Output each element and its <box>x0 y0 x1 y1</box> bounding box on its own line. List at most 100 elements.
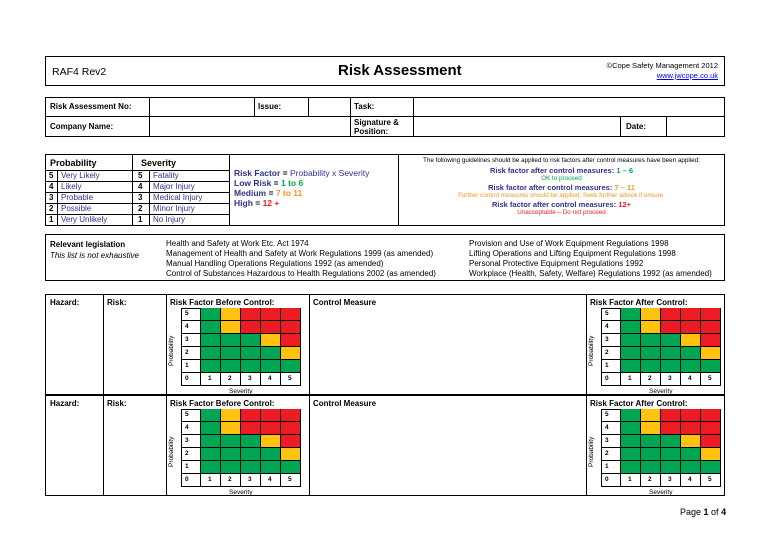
matrix-risk-cell <box>221 422 241 435</box>
matrix-column-number: 5 <box>288 476 292 483</box>
column-divider <box>309 396 310 495</box>
matrix-column-number: 3 <box>248 375 252 382</box>
matrix-risk-cell <box>281 334 301 347</box>
matrix-risk-cell <box>641 448 661 461</box>
matrix-column-label: 4 <box>261 474 281 487</box>
probability-axis-label: Probability <box>588 335 595 366</box>
column-divider <box>586 295 587 394</box>
matrix-row-number: 4 <box>605 424 609 431</box>
matrix-column-label: 4 <box>261 373 281 386</box>
matrix-risk-cell <box>261 435 281 448</box>
matrix-risk-cell <box>261 409 281 422</box>
matrix-risk-cell <box>221 347 241 360</box>
matrix-risk-cell <box>221 409 241 422</box>
matrix-column-number: 2 <box>648 375 652 382</box>
matrix-risk-cell <box>681 461 701 474</box>
guideline-medium-note: Further control measures should be appli… <box>458 192 665 199</box>
date-field[interactable] <box>667 117 724 136</box>
matrix-row-number: 4 <box>185 323 189 330</box>
matrix-risk-cell <box>701 321 721 334</box>
guidelines-intro: The following guidelines should be appli… <box>423 157 700 164</box>
task-field[interactable] <box>414 98 724 116</box>
severity-row-divider <box>133 203 229 204</box>
matrix-row-number: 2 <box>185 349 189 356</box>
severity-axis-label: Severity <box>229 489 253 496</box>
matrix-row-number: 5 <box>605 310 609 317</box>
guideline-low: Risk factor after control measures: 1 – … <box>490 166 633 175</box>
matrix-risk-cell <box>261 360 281 373</box>
matrix-row-number: 5 <box>605 411 609 418</box>
matrix-risk-cell <box>281 422 301 435</box>
control-measure-field[interactable] <box>310 409 586 495</box>
issue-label: Issue: <box>258 102 282 111</box>
matrix-column-label: 5 <box>281 474 301 487</box>
position-label: Position: <box>354 127 389 136</box>
legislation-item: Manual Handling Operations Regulations 1… <box>166 259 384 268</box>
matrix-risk-cell <box>641 435 661 448</box>
matrix-risk-cell <box>681 435 701 448</box>
control-measure-label: Control Measure <box>313 298 377 307</box>
risk-field[interactable] <box>104 409 166 495</box>
matrix-risk-cell <box>681 409 701 422</box>
severity-level-number: 1 <box>138 215 143 224</box>
matrix-column-number: 2 <box>648 476 652 483</box>
legislation-item: Workplace (Health, Safety, Welfare) Regu… <box>469 269 712 278</box>
matrix-row-number: 2 <box>605 450 609 457</box>
matrix-row-label: 3 <box>601 435 621 448</box>
copyright-text: ©Cope Safety Management 2012 <box>606 61 718 70</box>
matrix-risk-cell <box>641 308 661 321</box>
matrix-column-label: 5 <box>701 373 721 386</box>
matrix-risk-cell <box>261 334 281 347</box>
signature-field[interactable] <box>414 117 620 136</box>
header-bar: RAF4 Rev2 Risk Assessment ©Cope Safety M… <box>45 56 725 86</box>
matrix-risk-cell <box>661 422 681 435</box>
probability-row-divider <box>46 192 132 193</box>
probability-axis-label: Probability <box>168 436 175 467</box>
column-divider <box>309 295 310 394</box>
hazard-field[interactable] <box>46 308 103 394</box>
matrix-row-number: 5 <box>185 310 189 317</box>
page-number: Page 1 of 4 <box>680 507 727 517</box>
matrix-risk-cell <box>701 308 721 321</box>
matrix-column-label: 2 <box>641 373 661 386</box>
matrix-risk-cell <box>281 360 301 373</box>
matrix-risk-cell <box>201 461 221 474</box>
matrix-row-label: 4 <box>601 321 621 334</box>
matrix-row-label: 5 <box>181 409 201 422</box>
matrix-column-number: 0 <box>605 476 609 483</box>
matrix-column-number: 1 <box>628 375 632 382</box>
matrix-risk-cell <box>201 347 221 360</box>
matrix-risk-cell <box>221 334 241 347</box>
hazard-field[interactable] <box>46 409 103 495</box>
severity-heading: Severity <box>141 158 177 168</box>
form-reference: RAF4 Rev2 <box>52 66 107 78</box>
matrix-column-label: 2 <box>641 474 661 487</box>
matrix-risk-cell <box>261 461 281 474</box>
website-link[interactable]: www.jwcope.co.uk <box>656 71 718 80</box>
assessment-no-field[interactable] <box>150 98 254 116</box>
matrix-row-number: 1 <box>185 362 189 369</box>
matrix-risk-cell <box>681 334 701 347</box>
matrix-column-label: 2 <box>221 474 241 487</box>
matrix-risk-cell <box>661 334 681 347</box>
matrix-row-number: 3 <box>185 336 189 343</box>
risk-field[interactable] <box>104 308 166 394</box>
matrix-risk-cell <box>701 360 721 373</box>
severity-level-label: Major Injury <box>153 182 195 191</box>
matrix-risk-cell <box>661 347 681 360</box>
matrix-column-number: 0 <box>185 375 189 382</box>
severity-level-label: Minor Injury <box>153 204 195 213</box>
matrix-risk-cell <box>201 321 221 334</box>
guideline-low-note: OK to proceed <box>541 175 582 182</box>
matrix-risk-cell <box>241 308 261 321</box>
matrix-column-number: 1 <box>628 476 632 483</box>
matrix-risk-cell <box>621 461 641 474</box>
risk-label: Risk: <box>107 399 127 408</box>
matrix-row-label: 5 <box>181 308 201 321</box>
issue-field[interactable] <box>309 98 350 116</box>
matrix-risk-cell <box>201 409 221 422</box>
matrix-column-number: 1 <box>208 476 212 483</box>
legislation-item: Personal Protective Equipment Regulation… <box>469 259 644 268</box>
control-measure-field[interactable] <box>310 308 586 394</box>
company-name-field[interactable] <box>150 117 350 136</box>
